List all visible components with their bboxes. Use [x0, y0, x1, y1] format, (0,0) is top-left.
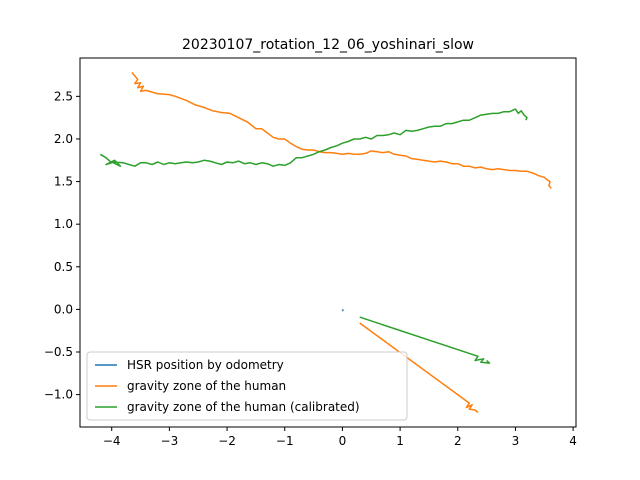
- x-axis: −4 −3 −2 −1 0 1 2 3 4: [103, 427, 577, 448]
- series-line-4: [359, 316, 491, 364]
- axes-frame: [79, 57, 577, 428]
- x-tick-label: −4: [103, 434, 121, 448]
- legend-box: [86, 351, 408, 421]
- y-tick-label: 0.0: [54, 302, 73, 316]
- legend-label: gravity zone of the human (calibrated): [127, 400, 360, 414]
- legend: HSR position by odometry gravity zone of …: [86, 351, 408, 421]
- y-tick-label: −1.0: [44, 388, 73, 402]
- x-tick-label: 0: [339, 434, 347, 448]
- series-line-2: [359, 322, 479, 414]
- y-tick-label: 2.5: [54, 89, 73, 103]
- y-tick-label: 2.0: [54, 132, 73, 146]
- series-line-0: [341, 308, 344, 312]
- x-tick-label: −1: [276, 434, 294, 448]
- y-tick-label: 1.0: [54, 217, 73, 231]
- x-tick-label: −2: [218, 434, 236, 448]
- legend-label: gravity zone of the human: [127, 379, 286, 393]
- chart-title: 20230107_rotation_12_06_yoshinari_slow: [182, 37, 474, 53]
- y-tick-label: 1.5: [54, 175, 73, 189]
- x-tick-label: 2: [454, 434, 462, 448]
- series-line-3: [99, 108, 528, 167]
- legend-label: HSR position by odometry: [127, 358, 284, 372]
- x-tick-label: −3: [161, 434, 179, 448]
- y-tick-label: −0.5: [44, 345, 73, 359]
- y-tick-label: 0.5: [54, 260, 73, 274]
- y-axis: −1.0 −0.5 0.0 0.5 1.0 1.5 2.0 2.5: [44, 89, 80, 402]
- series-line-1: [131, 72, 552, 189]
- x-tick-label: 4: [569, 434, 577, 448]
- plot-area: [99, 72, 552, 414]
- x-tick-label: 3: [512, 434, 520, 448]
- x-tick-label: 1: [396, 434, 404, 448]
